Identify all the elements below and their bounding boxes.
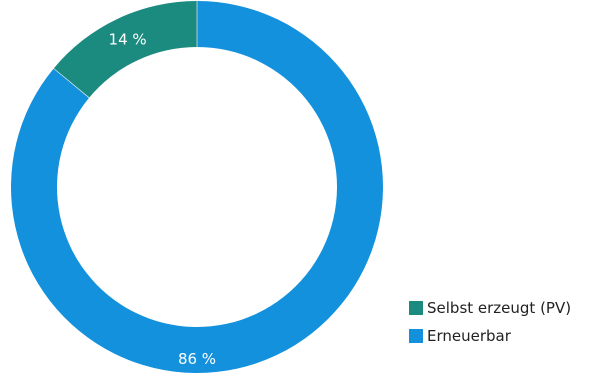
legend-label-pv: Selbst erzeugt (PV) xyxy=(427,299,572,317)
slice-value-label-1: 86 % xyxy=(178,350,216,368)
slice-separator-0 xyxy=(52,67,91,99)
legend: Selbst erzeugt (PV) Erneuerbar xyxy=(409,296,571,352)
legend-item-pv[interactable]: Selbst erzeugt (PV) xyxy=(409,296,571,320)
donut-slice-0[interactable] xyxy=(53,1,197,98)
legend-label-renewable: Erneuerbar xyxy=(427,327,511,345)
legend-swatch-renewable xyxy=(409,329,423,343)
legend-item-renewable[interactable]: Erneuerbar xyxy=(409,324,571,348)
legend-swatch-pv xyxy=(409,301,423,315)
slice-value-label-0: 14 % xyxy=(109,31,147,49)
